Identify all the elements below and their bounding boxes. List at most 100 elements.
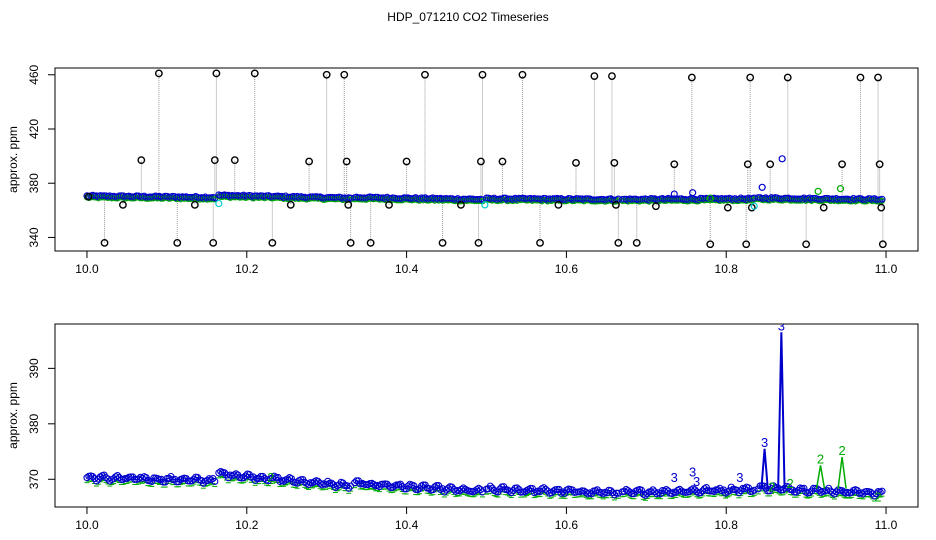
x-tick-label: 10.8 — [715, 262, 739, 276]
spike-point — [877, 203, 886, 212]
point-label: 3 — [671, 470, 678, 485]
spike-point — [346, 238, 355, 247]
plot-area — [83, 69, 887, 249]
blue-point — [559, 488, 567, 496]
cyan-outlier — [481, 201, 489, 209]
point-label: 3 — [689, 465, 696, 480]
blue-point — [113, 471, 122, 480]
blue-point — [448, 483, 456, 491]
spike-point — [154, 69, 163, 78]
spike-point — [590, 72, 599, 81]
blue-point — [486, 482, 494, 490]
spike-point — [608, 72, 616, 81]
x-tick-label: 10.4 — [395, 262, 419, 276]
spike-point — [572, 158, 580, 167]
blue-point — [872, 490, 880, 498]
blue-point — [188, 477, 196, 485]
spike-point — [746, 73, 755, 82]
blue-point — [878, 195, 886, 203]
spike-point — [84, 192, 93, 201]
spike-point — [474, 238, 483, 247]
figure-title: HDP_071210 CO2 Timeseries — [387, 10, 548, 24]
blue-point — [305, 480, 313, 489]
point-label: 3 — [736, 470, 743, 485]
spike-point — [230, 156, 239, 165]
x-tick-label: 10.6 — [555, 262, 579, 276]
y-tick-label: 380 — [27, 413, 41, 433]
y-tick-label: 370 — [27, 469, 41, 489]
point-label: 2 — [874, 489, 881, 504]
spike-point — [173, 238, 182, 247]
point-label: 2 — [768, 479, 775, 494]
blue-point — [347, 482, 355, 490]
green-peak — [837, 456, 847, 489]
blue-point — [251, 476, 259, 484]
spike-point — [457, 201, 465, 209]
cyan-outlier — [750, 202, 758, 210]
blue-point — [324, 477, 332, 485]
blue-point — [769, 482, 777, 490]
blue-peak-label: 3 — [761, 435, 768, 450]
blue-point — [513, 484, 521, 492]
spike-point — [190, 201, 199, 209]
blue-point — [779, 486, 787, 494]
plot-frame — [54, 67, 919, 252]
y-tick-label: 390 — [27, 358, 41, 378]
blue-point — [599, 490, 607, 498]
blue-point — [610, 491, 619, 499]
green-peak — [815, 465, 826, 489]
spike-point — [438, 238, 447, 247]
x-tick-label: 10.4 — [395, 518, 419, 532]
x-tick-label: 10.0 — [75, 518, 99, 532]
spike-point — [838, 160, 846, 169]
y-axis-label: approx. ppm — [6, 382, 20, 449]
blue-point — [410, 482, 418, 490]
blue-point — [259, 472, 267, 480]
blue-point — [766, 487, 774, 495]
blue-point — [92, 477, 101, 485]
blue-point — [607, 487, 615, 495]
spike-point — [670, 160, 679, 169]
blue-point — [737, 487, 745, 495]
spike-point — [212, 69, 221, 78]
blue-point — [207, 476, 215, 484]
spike-point — [210, 156, 219, 165]
blue-point — [431, 483, 439, 491]
spike-point — [612, 201, 620, 209]
point-label: 2 — [787, 476, 794, 491]
blue-point — [643, 489, 651, 498]
spike-point — [366, 238, 375, 247]
spike-point — [137, 156, 146, 165]
spike-point — [802, 240, 811, 249]
blue-point — [473, 486, 481, 494]
blue-peak-label: 3 — [778, 318, 785, 333]
spike-point — [421, 70, 429, 79]
spike-point — [518, 70, 527, 79]
spike-point — [652, 202, 660, 211]
spike-point — [706, 240, 715, 249]
y-tick-label: 340 — [27, 227, 41, 247]
blue-point — [637, 486, 646, 494]
y-axis-label: approx. ppm — [6, 126, 20, 193]
spike-point — [402, 157, 411, 166]
blue-point — [505, 487, 513, 495]
spike-point — [743, 160, 752, 169]
blue-point — [389, 483, 397, 491]
spike-point — [477, 157, 485, 166]
x-tick-label: 11.0 — [875, 518, 898, 532]
blue-point — [284, 475, 292, 483]
point-label: 2 — [267, 470, 274, 485]
blue-outlier — [689, 189, 697, 197]
blue-point — [828, 488, 837, 497]
blue-point — [89, 472, 97, 481]
spike-point — [344, 201, 353, 209]
spike-point — [342, 157, 351, 166]
spike-point — [305, 157, 314, 166]
spike-point — [322, 70, 331, 79]
spike-point — [878, 240, 887, 249]
spike-point — [766, 160, 775, 169]
x-tick-label: 10.8 — [715, 518, 739, 532]
x-tick-label: 10.2 — [235, 518, 259, 532]
plot-frame — [54, 323, 919, 508]
